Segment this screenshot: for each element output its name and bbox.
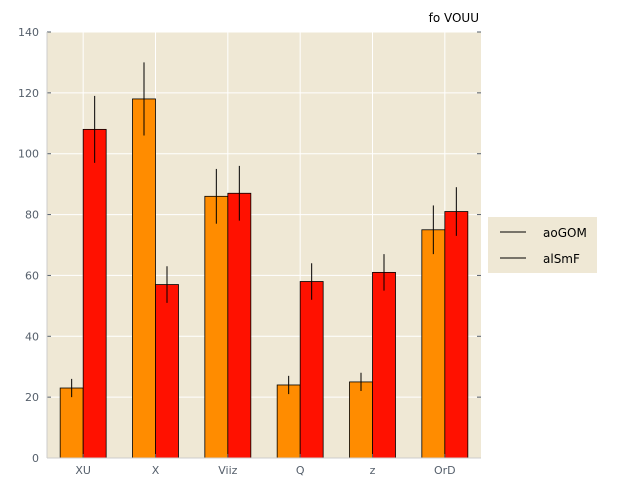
y-tick-label: 120: [18, 87, 39, 100]
legend-box: [488, 217, 597, 273]
y-tick-label: 0: [32, 452, 39, 465]
x-tick-label: OrD: [434, 464, 456, 477]
bar-aoGOM-X: [132, 98, 156, 459]
legend: aoGOM alSmF: [488, 217, 597, 273]
legend-label-aoGOM: aoGOM: [543, 226, 587, 240]
y-tick-label: 100: [18, 148, 39, 161]
bar-aoGOM-OrD: [421, 229, 446, 459]
x-tick-label: X: [152, 464, 160, 477]
bar-alSmF-Q: [299, 281, 324, 459]
bar-alSmF-OrD: [444, 211, 469, 459]
bar-aoGOM-XU: [59, 387, 84, 459]
bar-alSmF-X: [155, 284, 179, 459]
legend-label-alSmF: alSmF: [543, 252, 580, 266]
bar-aoGOM-Viiz: [204, 195, 229, 459]
x-tick-label: z: [370, 464, 376, 477]
x-tick-label: XU: [75, 464, 91, 477]
bar-aoGOM-z: [349, 381, 373, 459]
x-tick-label: Viiz: [218, 464, 237, 477]
y-tick-label: 60: [25, 269, 39, 282]
y-tick-label: 40: [25, 330, 39, 343]
plot-area: [47, 32, 481, 458]
y-axis: 0 20 40 60 80 100 120 140: [18, 26, 481, 465]
chart-title: fo VOUU: [429, 11, 479, 25]
y-tick-label: 20: [25, 391, 39, 404]
x-tick-label: Q: [296, 464, 305, 477]
bar-alSmF-z: [372, 271, 396, 459]
bar-alSmF-XU: [82, 128, 107, 459]
bar-alSmF-Viiz: [227, 192, 252, 459]
y-tick-label: 140: [18, 26, 39, 39]
error-bars: [71, 62, 457, 398]
y-tick-label: 80: [25, 209, 39, 222]
bar-aoGOM-Q: [276, 384, 301, 459]
